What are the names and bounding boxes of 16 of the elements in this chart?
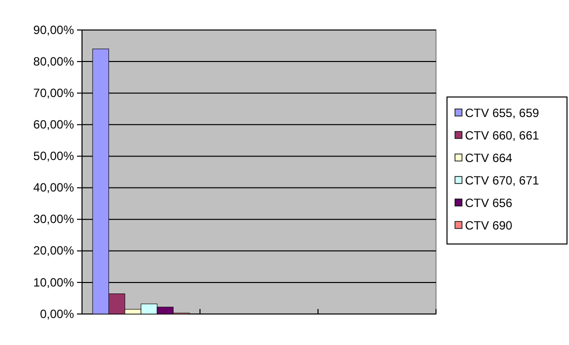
y-tick-label: 10,00%: [33, 275, 74, 290]
legend-label: CTV 664: [465, 151, 513, 165]
legend-label: CTV 655, 659: [465, 106, 540, 120]
y-tick-label: 80,00%: [33, 54, 74, 68]
y-tick-label: 50,00%: [33, 149, 74, 164]
legend-label: CTV 656: [465, 196, 513, 210]
legend-label: CTV 690: [465, 218, 513, 232]
legend-label: CTV 670, 671: [465, 174, 540, 188]
y-tick-label: 30,00%: [33, 212, 74, 226]
y-tick-label: 70,00%: [33, 86, 74, 100]
y-tick-label: 0,00%: [40, 306, 74, 321]
y-tick-label: 60,00%: [33, 118, 74, 132]
y-tick-label: 90,00%: [33, 22, 74, 37]
legend-label: CTV 660, 661: [465, 128, 540, 142]
y-tick-label: 20,00%: [33, 244, 74, 258]
y-tick-label: 40,00%: [33, 180, 74, 195]
